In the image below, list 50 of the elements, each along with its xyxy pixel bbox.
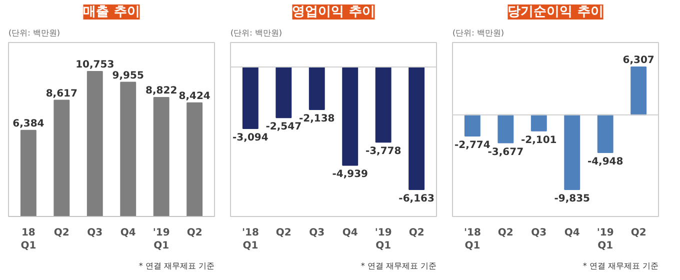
data-label: 8,822 [146, 86, 178, 97]
x-tick-label: Q4 [120, 228, 136, 238]
data-label: -2,547 [266, 122, 302, 133]
text: * 연결 재무제표 기준 [138, 262, 215, 270]
x-tick-label: Q2 [630, 228, 646, 238]
x-tick-label: 18 Q1 [20, 228, 36, 252]
x-tick-label: Q3 [531, 228, 547, 238]
chart-title: 당기순이익 추이 [508, 4, 604, 20]
data-label: 6,384 [12, 118, 44, 130]
data-label: 10,753 [76, 60, 114, 70]
data-label: -3,778 [365, 146, 402, 158]
text: (단위: 백만원) [452, 28, 504, 38]
bar [20, 130, 36, 216]
x-tick-label: Q2 [498, 228, 514, 238]
data-label: 9,955 [112, 70, 144, 82]
chart-title: 영업이익 추이 [292, 4, 375, 20]
x-tick-label: '19 Q1 [374, 228, 392, 252]
bar [54, 100, 70, 216]
data-label: -6,163 [398, 194, 434, 205]
data-label: -3,677 [488, 146, 524, 158]
chart-title: 매출 추이 [83, 4, 140, 20]
x-tick-label: Q2 [186, 228, 202, 238]
x-tick-label: Q2 [54, 228, 70, 238]
bar [186, 102, 203, 216]
data-label: -9,835 [554, 194, 590, 205]
data-label: -2,101 [520, 134, 557, 146]
data-label: -2,774 [454, 140, 490, 151]
text: * 연결 재무제표 기준 [582, 262, 659, 270]
data-label: -4,939 [332, 169, 368, 180]
x-tick-label: '19 Q1 [152, 228, 170, 252]
bar [120, 82, 136, 216]
data-label: 8,617 [46, 88, 78, 100]
x-tick-label: '18 Q1 [464, 228, 481, 252]
data-label: -4,948 [587, 156, 624, 168]
data-label: 8,424 [178, 90, 210, 102]
text: (단위: 백만원) [8, 28, 60, 38]
x-tick-label: Q3 [87, 228, 103, 238]
data-label: -3,094 [232, 132, 268, 144]
bar [86, 71, 103, 216]
text: (단위: 백만원) [230, 28, 282, 38]
x-tick-label: Q4 [342, 228, 358, 238]
bar [153, 97, 170, 216]
x-tick-label: Q2 [408, 228, 424, 238]
x-tick-label: '18 Q1 [242, 228, 259, 252]
data-label: 6,307 [622, 55, 654, 66]
text: * 연결 재무제표 기준 [360, 262, 437, 270]
x-tick-label: Q2 [276, 228, 292, 238]
x-tick-label: Q4 [564, 228, 580, 238]
x-tick-label: Q3 [309, 228, 325, 238]
x-tick-label: '19 Q1 [596, 228, 614, 252]
